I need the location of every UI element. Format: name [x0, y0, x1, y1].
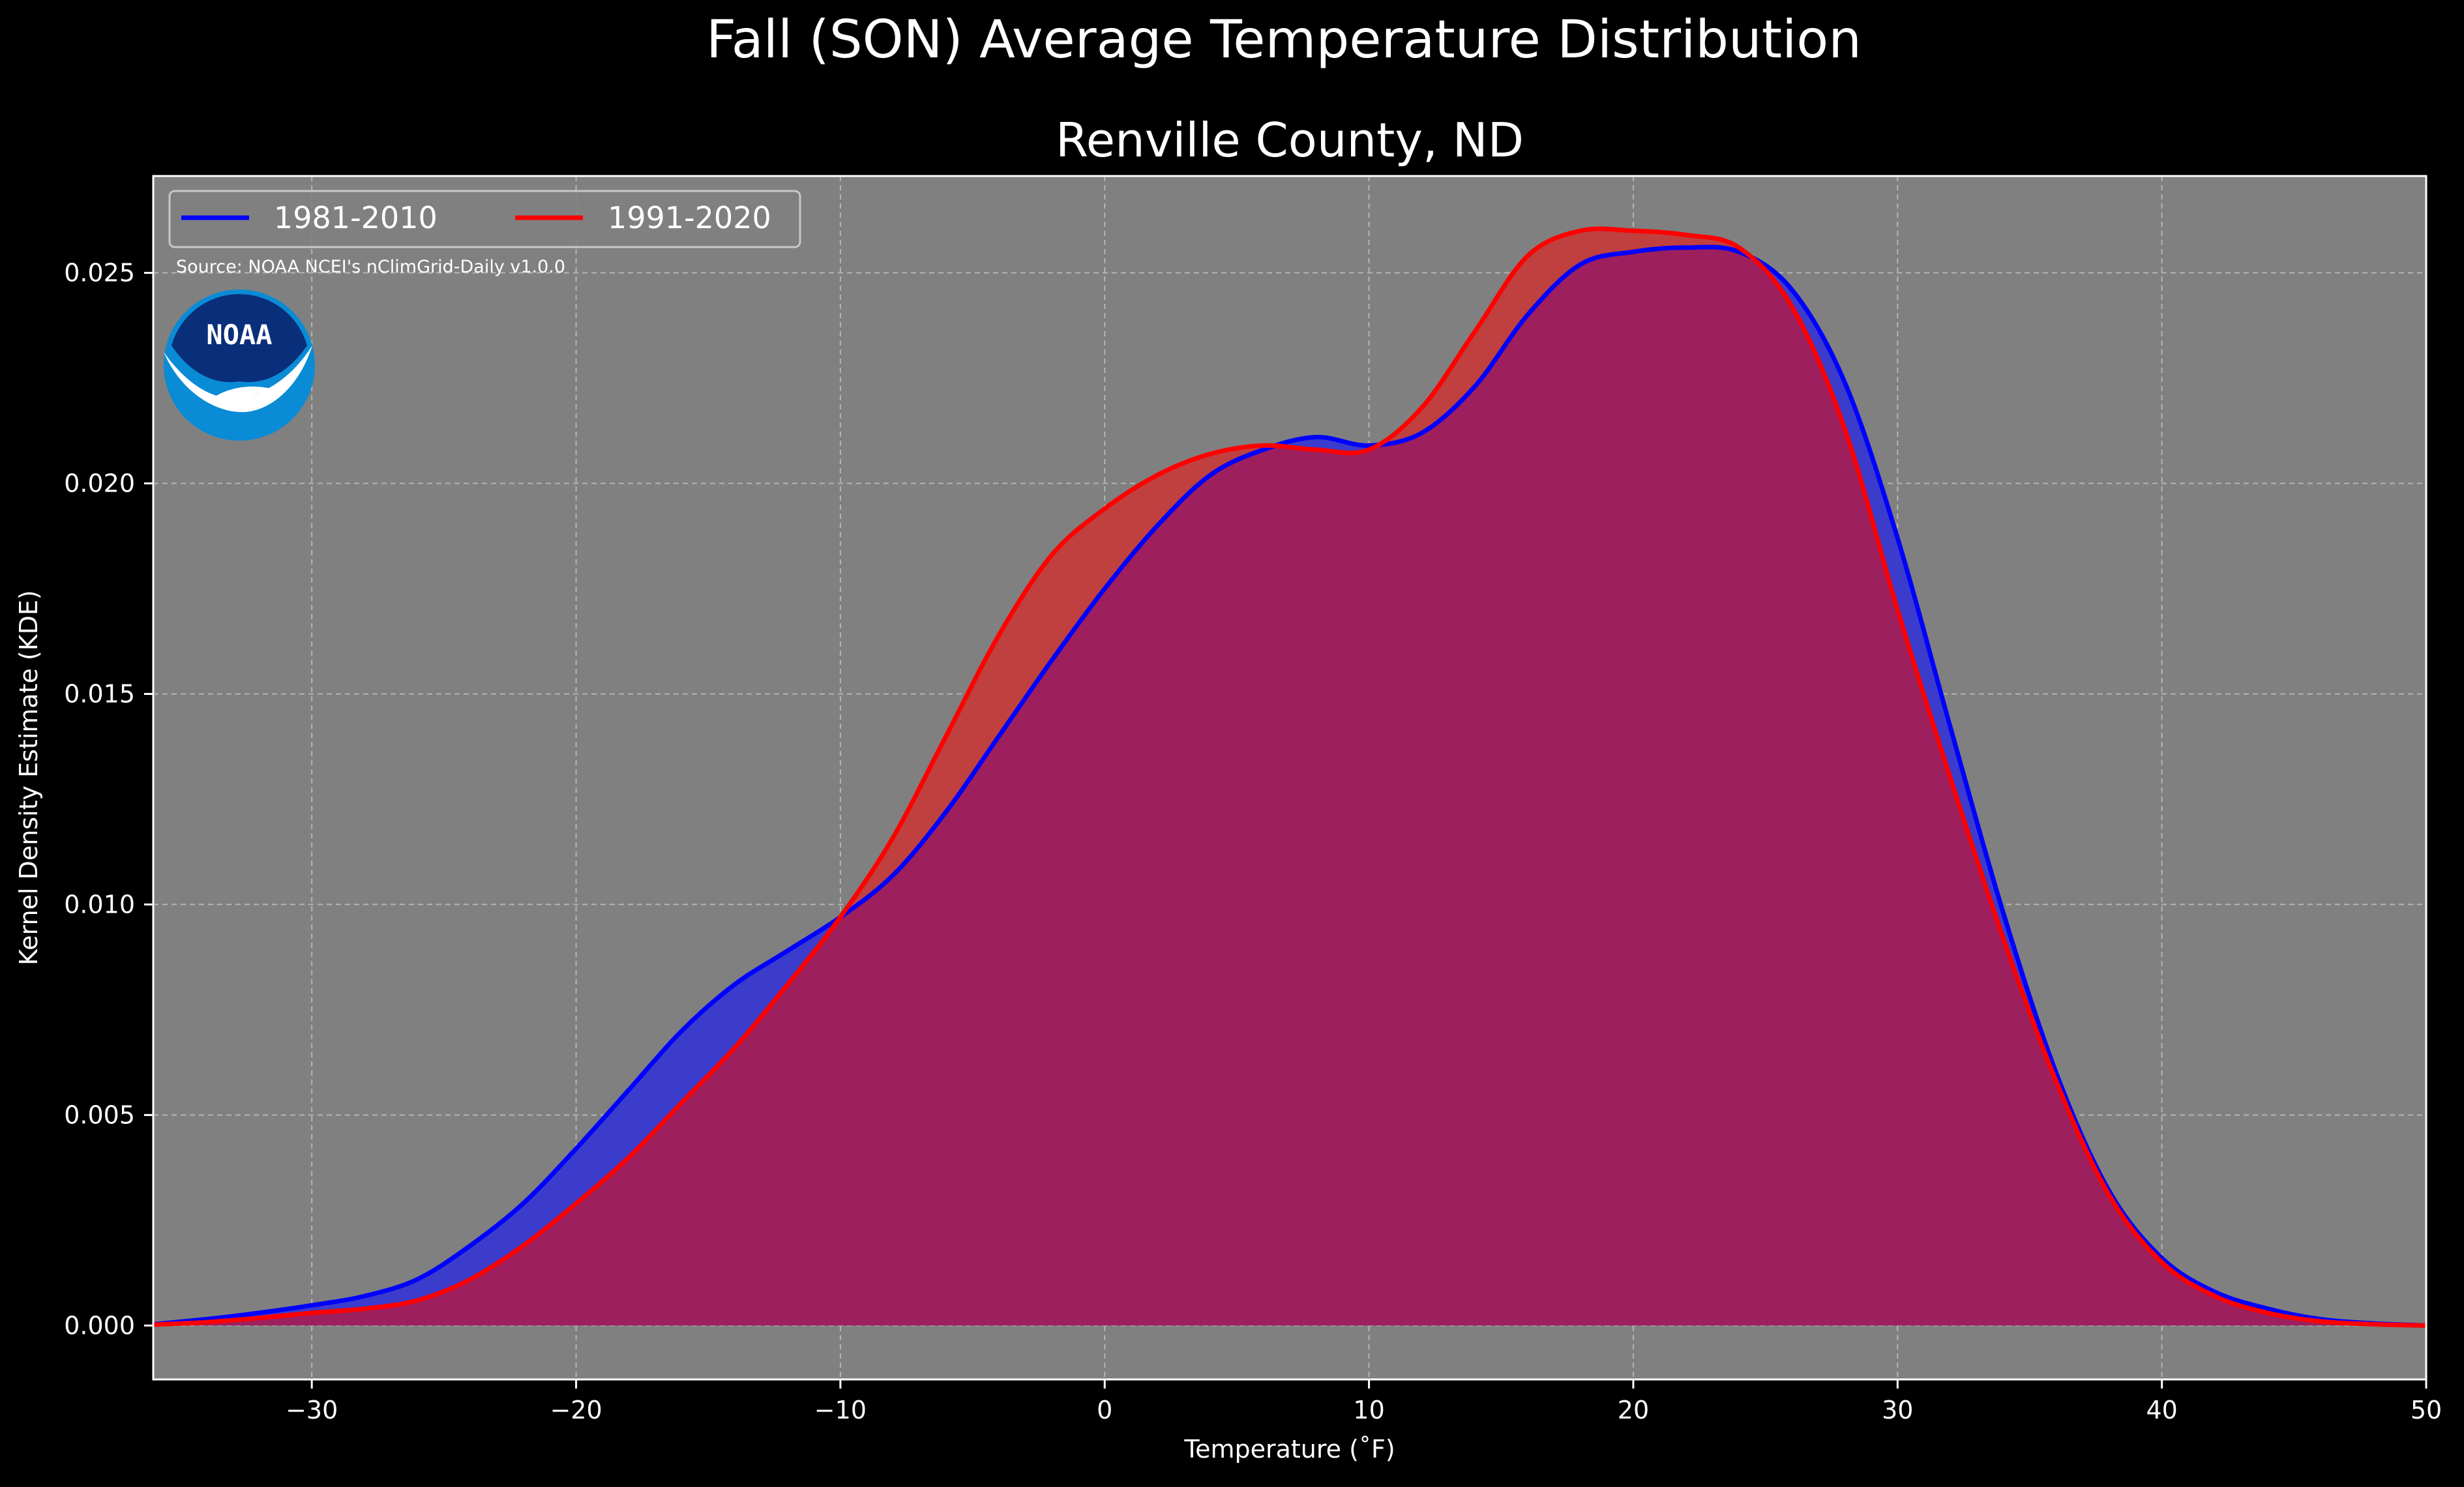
plot-frame — [152, 175, 2427, 1381]
x-axis: −30 −20 −10 0 10 20 30 40 50 — [286, 1379, 2442, 1424]
legend-box — [168, 190, 801, 248]
y-tick-label: 0.010 — [64, 890, 135, 919]
x-tick-label: −10 — [814, 1396, 867, 1424]
line-1991-2020 — [153, 226, 2426, 1328]
x-tick-label: 40 — [2146, 1396, 2177, 1424]
legend-label-1991-2020: 1991-2020 — [608, 200, 771, 235]
chart-title: Renville County, ND — [1056, 113, 1524, 168]
noaa-logo: NOAA — [164, 289, 315, 441]
noaa-logo-text: NOAA — [206, 319, 272, 351]
y-tick-label: 0.015 — [64, 679, 135, 708]
x-tick-label: −20 — [550, 1396, 602, 1424]
series-layer — [153, 226, 2426, 1328]
x-tick-label: 10 — [1353, 1396, 1384, 1424]
source-note: Source: NOAA NCEI's nClimGrid-Daily v1.0… — [176, 257, 565, 277]
y-tick-label: 0.020 — [64, 469, 135, 498]
x-tick-label: −30 — [286, 1396, 338, 1424]
line-1981-2010 — [153, 244, 2426, 1328]
x-tick-label: 50 — [2411, 1396, 2442, 1424]
x-axis-label: Temperature (˚F) — [1183, 1435, 1395, 1464]
legend-label-1981-2010: 1981-2010 — [274, 200, 438, 235]
x-tick-label: 0 — [1097, 1396, 1112, 1424]
noaa-logo-inner — [171, 294, 307, 383]
y-axis: 0.000 0.005 0.010 0.015 0.020 0.025 — [64, 259, 153, 1340]
y-tick-label: 0.000 — [64, 1311, 135, 1340]
x-tick-label: 20 — [1618, 1396, 1649, 1424]
y-tick-label: 0.025 — [64, 259, 135, 287]
y-axis-label: Kernel Density Estimate (KDE) — [14, 590, 43, 965]
noaa-logo-gull — [213, 387, 275, 411]
figure-suptitle: Fall (SON) Average Temperature Distribut… — [706, 9, 1862, 70]
y-tick-label: 0.005 — [64, 1100, 135, 1129]
x-tick-label: 30 — [1882, 1396, 1913, 1424]
noaa-logo-wave — [164, 346, 312, 413]
legend: 1981-2010 1991-2020 — [168, 190, 801, 248]
